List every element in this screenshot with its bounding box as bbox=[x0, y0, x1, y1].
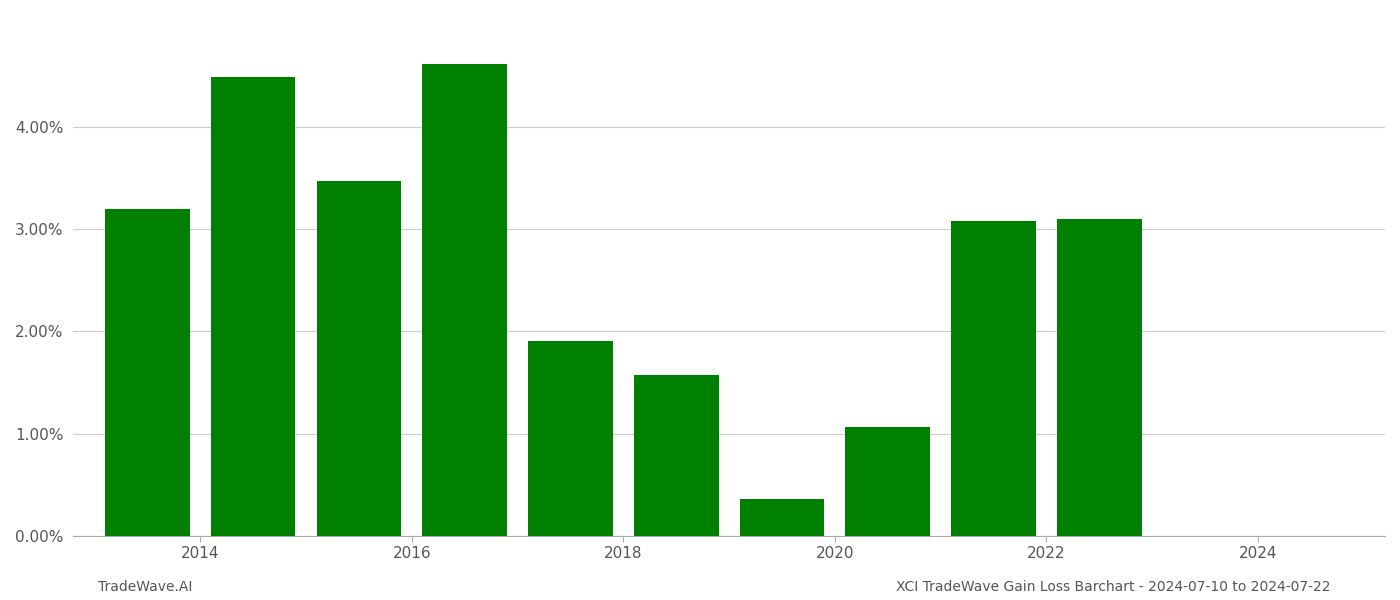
Bar bbox=[423, 64, 507, 536]
Text: XCI TradeWave Gain Loss Barchart - 2024-07-10 to 2024-07-22: XCI TradeWave Gain Loss Barchart - 2024-… bbox=[896, 580, 1330, 594]
Bar bbox=[316, 181, 402, 536]
Bar bbox=[951, 221, 1036, 536]
Bar bbox=[105, 209, 189, 536]
Bar bbox=[634, 376, 718, 536]
Bar bbox=[1057, 219, 1141, 536]
Text: TradeWave.AI: TradeWave.AI bbox=[98, 580, 192, 594]
Bar bbox=[846, 427, 930, 536]
Bar bbox=[528, 341, 613, 536]
Bar bbox=[211, 77, 295, 536]
Bar bbox=[739, 499, 825, 536]
